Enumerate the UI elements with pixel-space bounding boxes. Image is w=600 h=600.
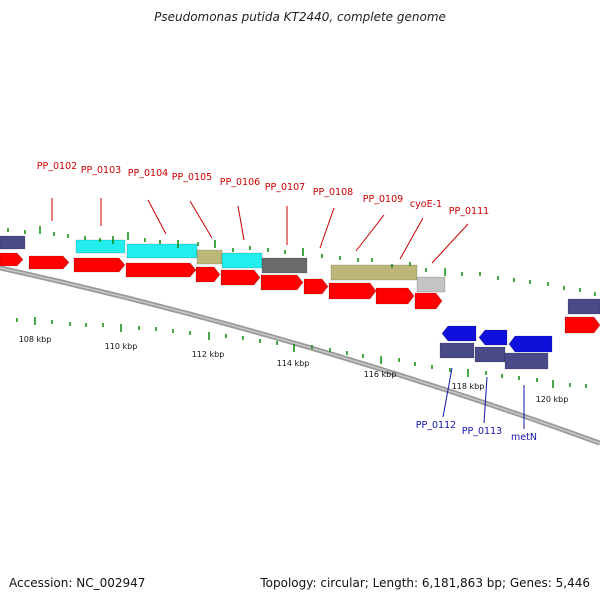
- feature-purple-left: [0, 235, 26, 250]
- gene-label: PP_0109: [363, 194, 403, 205]
- cds-arrow: [414, 292, 443, 310]
- cds-arrow: [375, 287, 415, 305]
- scale-tick-label: 114 kbp: [277, 359, 310, 368]
- gene-leader-line: [483, 376, 488, 424]
- cds-arrow: [260, 274, 304, 291]
- gene-label: PP_0108: [313, 187, 353, 198]
- gene-leader-line: [442, 367, 453, 418]
- gene-label: metN: [511, 432, 537, 443]
- cds-arrow-reverse: [441, 325, 477, 342]
- map-title: Pseudomonas putida KT2440, complete geno…: [154, 10, 446, 24]
- gene-label: PP_0105: [172, 172, 212, 183]
- cds-arrow: [564, 316, 600, 334]
- gene-label: PP_0113: [462, 426, 502, 437]
- gene-label: PP_0106: [220, 177, 260, 188]
- gene-label: PP_0107: [265, 182, 305, 193]
- cds-arrow-reverse: [478, 329, 508, 346]
- feature-purple-right: [567, 298, 600, 315]
- feature-purple: [474, 346, 506, 363]
- gene-leader-line: [355, 214, 385, 252]
- cds-arrow: [303, 278, 329, 295]
- cds-arrow: [73, 257, 126, 273]
- gene-label: PP_0111: [449, 206, 489, 217]
- feature-olive: [196, 249, 223, 265]
- feature-gray: [261, 257, 308, 274]
- gene-leader-line: [319, 207, 335, 249]
- cds-arrow: [328, 282, 377, 300]
- feature-purple: [439, 342, 475, 359]
- gene-label: PP_0103: [81, 165, 121, 176]
- genome-backbone-highlight: [0, 267, 600, 444]
- feature-purple: [504, 352, 549, 370]
- genome-summary-label: Topology: circular; Length: 6,181,863 bp…: [260, 576, 590, 590]
- feature-light-gray: [416, 276, 446, 293]
- scale-tick-label: 110 kbp: [105, 342, 138, 351]
- cds-arrow-reverse: [508, 335, 553, 353]
- scale-tick-label: 108 kbp: [19, 335, 52, 344]
- cds-arrow: [0, 252, 24, 267]
- gene-leader-line: [431, 223, 469, 264]
- gene-label: PP_0112: [416, 420, 456, 431]
- gene-label: PP_0102: [37, 161, 77, 172]
- feature-cyan: [126, 243, 198, 259]
- scale-tick-label: 118 kbp: [452, 382, 485, 391]
- gene-leader-line: [237, 205, 245, 241]
- accession-label: Accession: NC_002947: [9, 576, 146, 590]
- scale-tick-label: 112 kbp: [192, 350, 225, 359]
- gene-label: cyoE-1: [410, 199, 442, 210]
- gene-label: PP_0104: [128, 168, 168, 179]
- gene-leader-line: [399, 217, 424, 260]
- feature-cyan: [221, 252, 263, 269]
- cds-arrow: [125, 262, 197, 278]
- gene-leader-line: [147, 199, 167, 235]
- cds-arrow: [220, 269, 261, 286]
- cds-arrow: [195, 266, 221, 283]
- scale-tick-label: 120 kbp: [536, 395, 569, 404]
- cds-arrow: [28, 255, 70, 270]
- gene-leader-line: [189, 200, 213, 239]
- feature-olive: [330, 264, 418, 281]
- scale-tick-label: 116 kbp: [364, 370, 397, 379]
